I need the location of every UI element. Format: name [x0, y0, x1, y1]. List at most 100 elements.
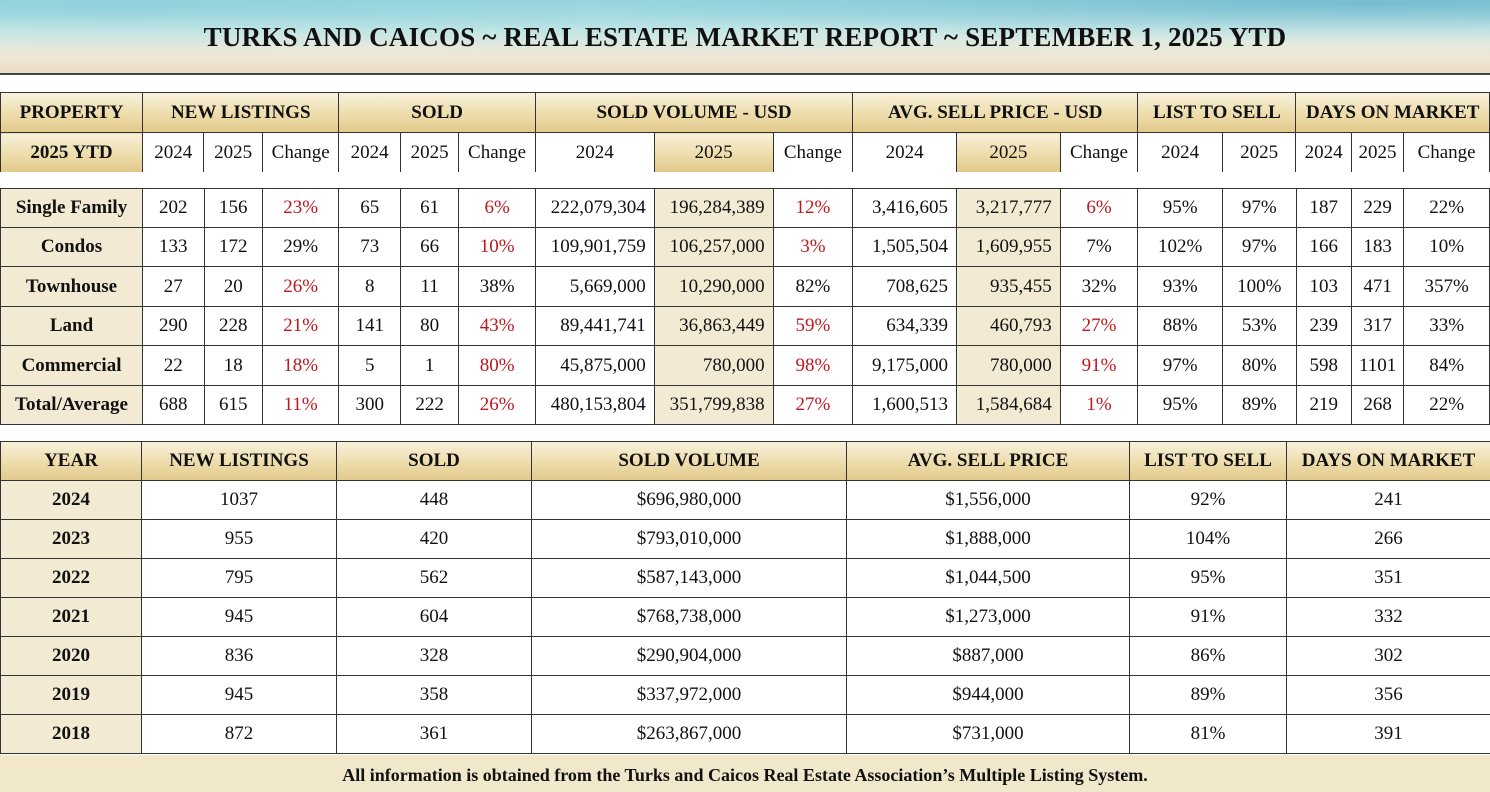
data-cell: 82%: [772, 266, 854, 307]
group-header: NEW LISTINGS: [142, 92, 340, 133]
data-cell: $793,010,000: [531, 519, 847, 559]
column-subheader: 2025: [203, 132, 263, 173]
data-cell: 89%: [1129, 675, 1287, 715]
data-cell: 12%: [772, 188, 854, 228]
data-cell: 91%: [1129, 597, 1287, 637]
data-cell: 88%: [1137, 306, 1223, 346]
data-cell: 780,000: [956, 345, 1061, 386]
data-cell: 562: [336, 558, 532, 598]
data-cell: 11: [399, 266, 460, 307]
group-header: PROPERTY: [0, 92, 144, 133]
year-label: 2024: [0, 480, 142, 520]
column-subheader: Change: [1059, 132, 1139, 173]
data-cell: 3,217,777: [956, 188, 1061, 228]
data-cell: 266: [1286, 519, 1490, 559]
data-cell: 106,257,000: [653, 227, 774, 267]
data-cell: 84%: [1403, 345, 1490, 386]
data-cell: 222: [399, 385, 460, 425]
data-cell: 11%: [261, 385, 340, 425]
year-label: 2023: [0, 519, 142, 559]
data-cell: 45,875,000: [534, 345, 655, 386]
data-cell: $290,904,000: [531, 636, 847, 676]
annual-column-header: NEW LISTINGS: [141, 441, 337, 481]
data-cell: 66: [399, 227, 460, 267]
data-cell: 241: [1286, 480, 1490, 520]
data-cell: 1101: [1350, 345, 1405, 386]
data-cell: 872: [141, 714, 337, 754]
data-cell: 104%: [1129, 519, 1287, 559]
column-subheader: 2024: [852, 132, 957, 173]
group-header: LIST TO SELL: [1137, 92, 1297, 133]
data-cell: 780,000: [653, 345, 774, 386]
footer-bar: All information is obtained from the Tur…: [0, 755, 1490, 792]
data-cell: 100%: [1221, 266, 1297, 307]
data-cell: 61: [399, 188, 460, 228]
column-subheader: 2024: [534, 132, 655, 173]
data-cell: 420: [336, 519, 532, 559]
column-subheader: Change: [261, 132, 340, 173]
data-cell: 351: [1286, 558, 1490, 598]
data-cell: 1,600,513: [852, 385, 958, 425]
table-row: Commercial 22 18 18% 5 1 80% 45,875,000 780,000 9…: [0, 345, 1490, 386]
data-cell: 38%: [458, 266, 536, 307]
row-label: Commercial: [0, 345, 144, 386]
data-cell: 1: [399, 345, 460, 386]
table-row: 2018 872 361 $263,867,000 $731,000 81% 391: [0, 714, 1490, 754]
annual-column-header: YEAR: [0, 441, 142, 481]
row-label: Condos: [0, 227, 144, 267]
data-cell: 27: [142, 266, 205, 307]
column-subheader: 2025: [1350, 132, 1405, 173]
data-cell: 109,901,759: [534, 227, 655, 267]
data-cell: 3,416,605: [852, 188, 958, 228]
data-cell: 23%: [261, 188, 340, 228]
data-cell: 328: [336, 636, 532, 676]
data-cell: 634,339: [852, 306, 958, 346]
data-cell: 89,441,741: [534, 306, 655, 346]
row-label: Townhouse: [0, 266, 144, 307]
data-cell: 5,669,000: [534, 266, 655, 307]
data-cell: 80%: [458, 345, 536, 386]
data-cell: 480,153,804: [534, 385, 655, 425]
data-cell: 361: [336, 714, 532, 754]
year-label: 2020: [0, 636, 142, 676]
data-cell: 80: [399, 306, 460, 346]
table-row: Total/Average 688 615 11% 300 222 26% 480,153,8…: [0, 385, 1490, 425]
data-cell: 290: [142, 306, 205, 346]
data-cell: 29%: [261, 227, 340, 267]
data-cell: 93%: [1137, 266, 1223, 307]
data-cell: 91%: [1059, 345, 1139, 386]
data-cell: 65: [338, 188, 401, 228]
year-label: 2018: [0, 714, 142, 754]
data-cell: 358: [336, 675, 532, 715]
data-cell: 615: [203, 385, 263, 425]
column-subheader: Change: [458, 132, 536, 173]
data-cell: 7%: [1059, 227, 1139, 267]
data-cell: 6%: [458, 188, 536, 228]
data-cell: $587,143,000: [531, 558, 847, 598]
column-subheader: 2025: [1221, 132, 1297, 173]
data-cell: 172: [203, 227, 263, 267]
data-cell: $1,044,500: [846, 558, 1130, 598]
data-cell: $696,980,000: [531, 480, 847, 520]
column-subheader: 2025: [653, 132, 774, 173]
data-cell: $1,888,000: [846, 519, 1130, 559]
data-cell: 302: [1286, 636, 1490, 676]
data-cell: 27%: [1059, 306, 1139, 346]
group-header: AVG. SELL PRICE - USD: [852, 92, 1139, 133]
data-cell: 33%: [1403, 306, 1490, 346]
column-subheader: 2024: [142, 132, 205, 173]
data-cell: 10%: [1403, 227, 1490, 267]
data-cell: 97%: [1137, 345, 1223, 386]
data-cell: 22%: [1403, 188, 1490, 228]
data-cell: 1,609,955: [956, 227, 1061, 267]
data-cell: 1,584,684: [956, 385, 1061, 425]
data-cell: 92%: [1129, 480, 1287, 520]
data-cell: 73: [338, 227, 401, 267]
data-cell: 98%: [772, 345, 854, 386]
data-cell: 268: [1350, 385, 1405, 425]
data-cell: 26%: [458, 385, 536, 425]
data-cell: 795: [141, 558, 337, 598]
data-cell: 95%: [1137, 385, 1223, 425]
group-header: DAYS ON MARKET: [1295, 92, 1490, 133]
column-subheader: 2025: [399, 132, 460, 173]
